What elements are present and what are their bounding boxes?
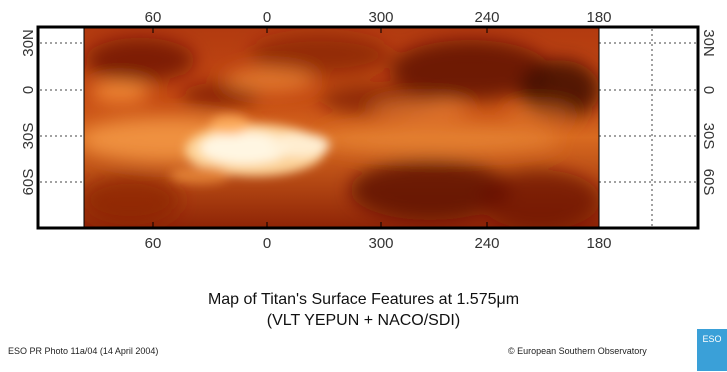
lon-label-bottom: 300 xyxy=(368,235,393,252)
grid-lines xyxy=(40,29,696,226)
lon-label-bottom: 180 xyxy=(586,235,611,252)
map-subtitle: (VLT YEPUN + NACO/SDI) xyxy=(266,312,461,329)
lat-label-right: 30N xyxy=(700,29,717,57)
lon-label-bottom: 240 xyxy=(474,235,499,252)
photo-credit: ESO PR Photo 11a/04 (14 April 2004) xyxy=(8,346,159,356)
surface-image xyxy=(84,27,599,228)
lon-label-bottom: 0 xyxy=(263,235,271,252)
lon-label-top: 300 xyxy=(368,9,393,26)
lat-label-left: 30S xyxy=(20,123,37,150)
titan-surface-map: 60 0 300 240 180 60 0 300 240 180 30N 0 … xyxy=(20,9,717,252)
lon-label-top: 180 xyxy=(586,9,611,26)
lat-label-right: 30S xyxy=(700,123,717,150)
tick-marks xyxy=(152,27,600,228)
eso-logo-icon: ESO xyxy=(697,329,727,371)
lat-label-left: 0 xyxy=(20,86,37,94)
lat-label-left: 30N xyxy=(20,29,37,57)
lon-label-top: 60 xyxy=(145,9,162,26)
lon-label-top: 0 xyxy=(263,9,271,26)
map-title: Map of Titan's Surface Features at 1.575… xyxy=(207,291,520,308)
lat-label-left: 60S xyxy=(20,169,37,196)
copyright-notice: © European Southern Observatory xyxy=(508,346,647,356)
lon-label-top: 240 xyxy=(474,9,499,26)
lon-label-bottom: 60 xyxy=(145,235,162,252)
lat-label-right: 60S xyxy=(700,169,717,196)
lat-label-right: 0 xyxy=(700,86,717,94)
